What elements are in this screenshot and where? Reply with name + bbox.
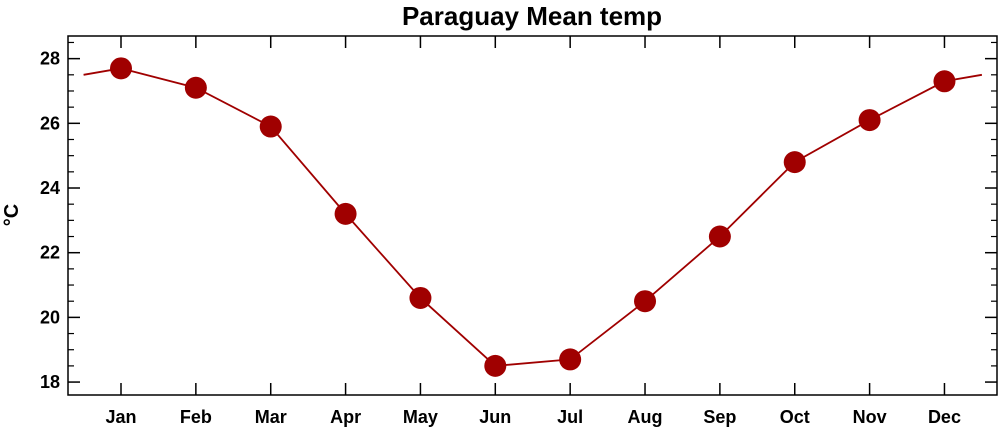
y-tick-label: 28 — [40, 49, 60, 69]
x-tick-label: Dec — [928, 407, 961, 427]
data-point — [409, 286, 432, 309]
x-tick-label: Jan — [105, 407, 136, 427]
x-tick-label: Aug — [628, 407, 663, 427]
x-tick-label: Apr — [330, 407, 361, 427]
y-tick-label: 26 — [40, 113, 60, 133]
y-tick-label: 24 — [40, 178, 60, 198]
series-line — [83, 67, 983, 367]
data-point — [783, 151, 806, 174]
x-tick-label: Feb — [180, 407, 212, 427]
data-point — [634, 290, 657, 313]
y-axis: 18 20 22 24 26 28 — [40, 41, 997, 392]
x-tick-label: May — [403, 407, 438, 427]
x-tick-label: Sep — [703, 407, 736, 427]
plot-frame — [67, 35, 998, 396]
data-point — [184, 76, 207, 99]
data-point — [259, 115, 282, 138]
x-tick-label: Nov — [853, 407, 887, 427]
y-tick-label: 18 — [40, 372, 60, 392]
chart-title: Paraguay Mean temp — [402, 1, 662, 31]
y-tick-label: 22 — [40, 243, 60, 263]
data-point — [933, 70, 956, 93]
x-tick-label: Mar — [255, 407, 287, 427]
x-tick-label: Jun — [479, 407, 511, 427]
y-tick-label: 20 — [40, 307, 60, 327]
data-point — [484, 354, 507, 377]
data-point — [559, 348, 582, 371]
data-point — [334, 202, 357, 225]
data-point — [858, 109, 881, 132]
x-tick-label: Oct — [780, 407, 810, 427]
series-mean-temp — [83, 57, 983, 377]
x-axis: Jan Feb Mar Apr May Jun Jul Aug Sep Oct Nov Dec — [105, 36, 961, 427]
data-point — [110, 57, 132, 80]
x-tick-label: Jul — [557, 407, 583, 427]
y-axis-label: °C — [1, 204, 23, 226]
data-point — [708, 225, 731, 248]
